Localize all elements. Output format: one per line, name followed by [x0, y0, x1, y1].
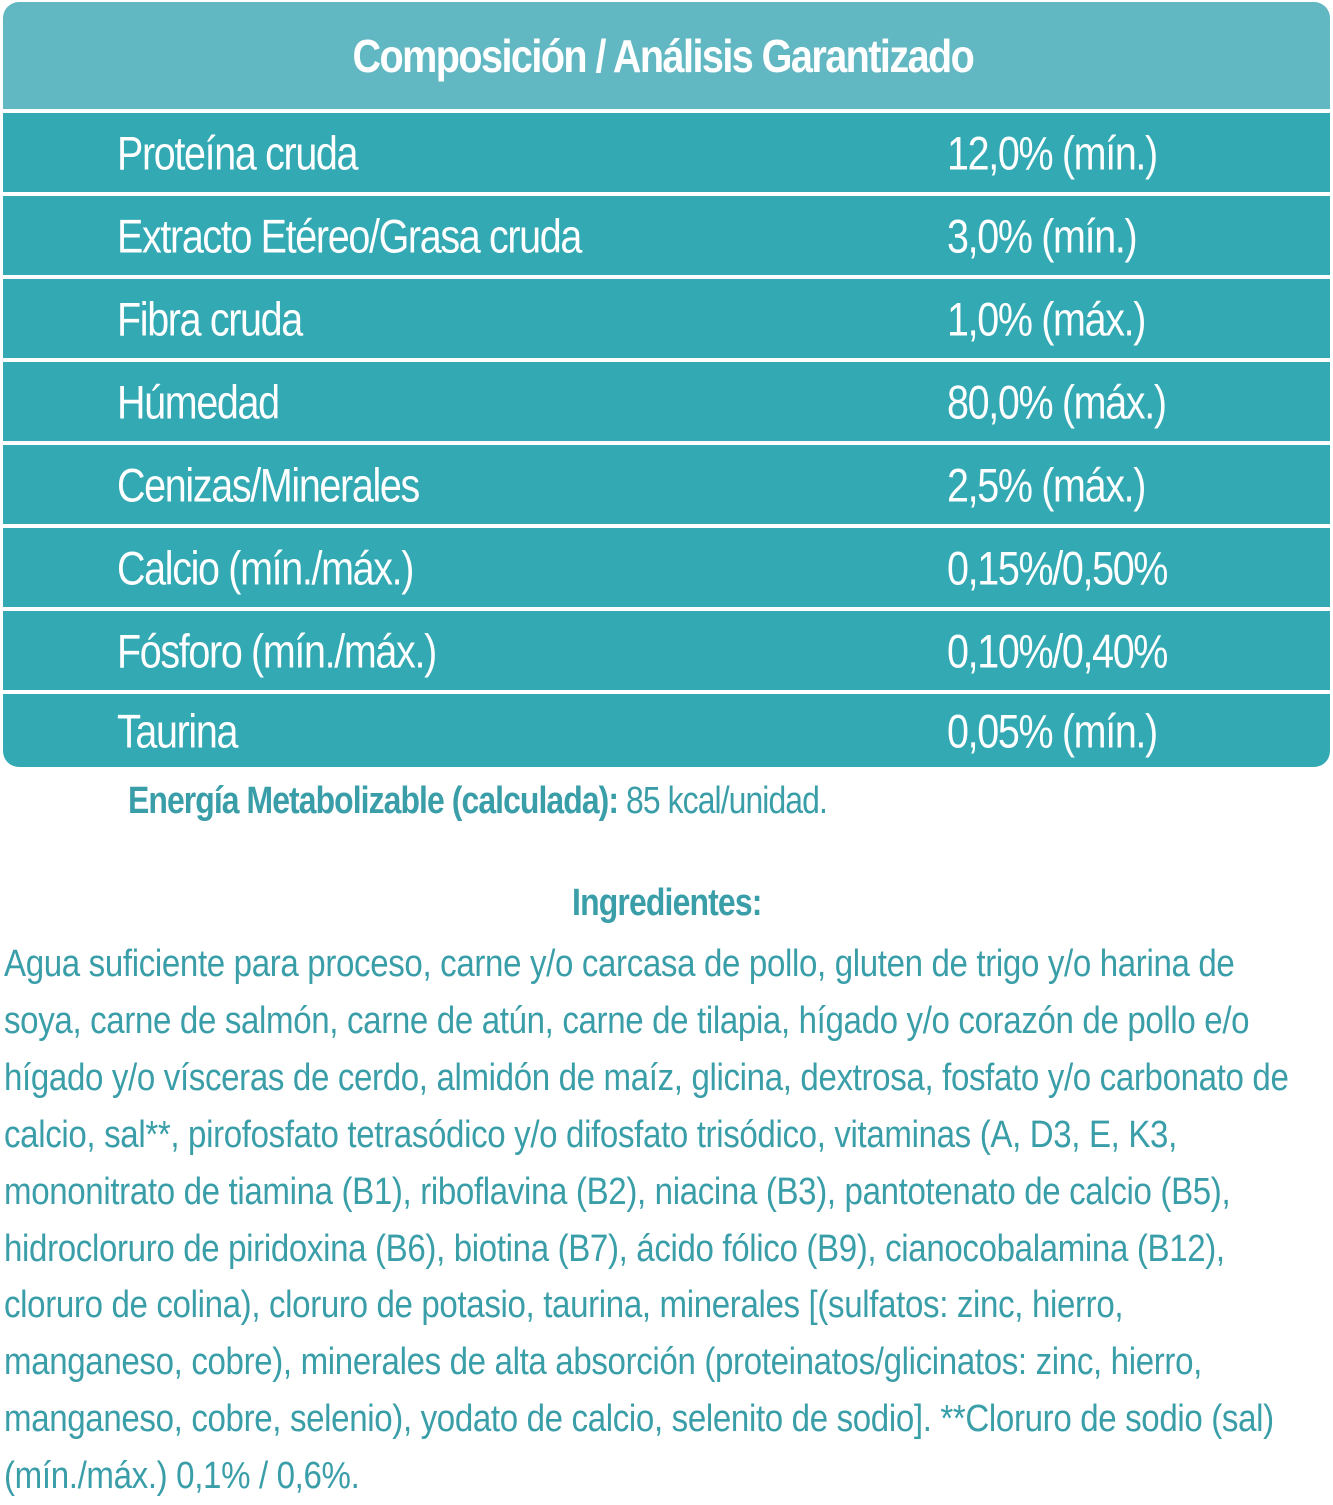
row-value: 80,0% (máx.): [947, 375, 1167, 428]
table-row: Fósforo (mín./máx.) 0,10%/0,40%: [3, 611, 1330, 690]
row-value: 1,0% (máx.): [947, 292, 1146, 345]
table-row: Fibra cruda 1,0% (máx.): [3, 279, 1330, 358]
ingredients-line: Agua suficiente para proceso, carne y/o …: [4, 943, 1235, 985]
energy-label: Energía Metabolizable (calculada):: [128, 780, 619, 822]
row-label: Extracto Etéreo/Grasa cruda: [117, 209, 582, 262]
table-row: Proteína cruda 12,0% (mín.): [3, 113, 1330, 192]
ingredients-heading: Ingredientes:: [0, 882, 1333, 925]
row-value: 0,05% (mín.): [947, 704, 1158, 757]
table-row: Calcio (mín./máx.) 0,15%/0,50%: [3, 528, 1330, 607]
row-value: 0,15%/0,50%: [947, 541, 1168, 594]
ingredients-line: (mín./máx.) 0,1% / 0,6%.: [4, 1455, 360, 1498]
row-label: Taurina: [117, 704, 238, 757]
ingredients-text: Agua suficiente para proceso, carne y/o …: [4, 936, 1309, 1505]
row-value: 12,0% (mín.): [947, 126, 1158, 179]
ingredients-heading-text: Ingredientes:: [571, 882, 762, 924]
ingredients-line: mononitrato de tiamina (B1), riboflavina…: [4, 1170, 1231, 1213]
table-row: Cenizas/Minerales 2,5% (máx.): [3, 445, 1330, 524]
table-row: Húmedad 80,0% (máx.): [3, 362, 1330, 441]
energy-statement: Energía Metabolizable (calculada): 85 kc…: [128, 780, 828, 823]
row-value: 0,10%/0,40%: [947, 624, 1168, 677]
table-row: Extracto Etéreo/Grasa cruda 3,0% (mín.): [3, 196, 1330, 275]
table-header: Composición / Análisis Garantizado: [3, 2, 1330, 109]
energy-value: 85 kcal/unidad.: [618, 780, 828, 822]
ingredients-line: cloruro de colina), cloruro de potasio, …: [4, 1284, 1124, 1327]
row-label: Proteína cruda: [117, 126, 359, 179]
row-value: 2,5% (máx.): [947, 458, 1146, 511]
row-label: Fibra cruda: [117, 292, 303, 345]
ingredients-line: manganeso, cobre, selenio), yodato de ca…: [4, 1398, 1274, 1441]
row-label: Húmedad: [117, 375, 280, 428]
row-label: Cenizas/Minerales: [117, 458, 420, 511]
composition-table: Composición / Análisis Garantizado Prote…: [3, 2, 1330, 767]
table-row: Taurina 0,05% (mín.): [3, 694, 1330, 767]
ingredients-line: hígado y/o vísceras de cerdo, almidón de…: [4, 1056, 1289, 1099]
row-value: 3,0% (mín.): [947, 209, 1138, 262]
ingredients-line: calcio, sal**, pirofosfato tetrasódico y…: [4, 1113, 1177, 1156]
ingredients-line: hidrocloruro de piridoxina (B6), biotina…: [4, 1227, 1225, 1270]
row-label: Calcio (mín./máx.): [117, 541, 414, 594]
ingredients-line: manganeso, cobre), minerales de alta abs…: [4, 1341, 1202, 1384]
table-title: Composición / Análisis Garantizado: [352, 29, 974, 82]
ingredients-line: soya, carne de salmón, carne de atún, ca…: [4, 999, 1250, 1042]
row-label: Fósforo (mín./máx.): [117, 624, 437, 677]
